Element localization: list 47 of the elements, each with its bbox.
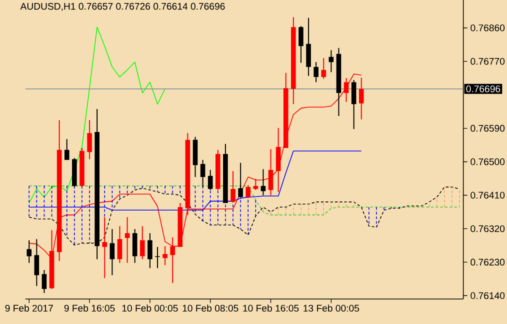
candlestick <box>268 148 274 196</box>
candlestick <box>351 79 356 130</box>
line-series <box>28 26 166 204</box>
x-tick-label: 13 Feb 00:05 <box>304 304 360 312</box>
y-tick-label: 0.76590 <box>470 124 505 132</box>
candlestick <box>42 269 47 294</box>
candlestick <box>276 127 281 192</box>
x-tick-label: 10 Feb 16:05 <box>243 304 299 312</box>
chart-title: AUDUSD,H1 0.76657 0.76726 0.76614 0.76696 <box>20 2 225 11</box>
candlestick <box>321 58 326 80</box>
y-tick-label: 0.76230 <box>470 258 505 266</box>
y-tick-label: 0.76140 <box>470 292 505 300</box>
candlestick <box>155 246 160 269</box>
candlestick <box>246 184 251 199</box>
candlestick <box>34 238 40 286</box>
x-tick-label: 9 Feb 2017 <box>5 304 53 312</box>
ref-line-label: 0.76696 <box>466 85 500 92</box>
candlestick <box>132 228 138 264</box>
x-tick-label: 9 Feb 16:05 <box>64 304 115 312</box>
candlestick <box>124 216 130 264</box>
candlestick <box>291 16 296 105</box>
candlestick <box>306 17 311 76</box>
candlestick <box>344 78 349 102</box>
candlestick <box>148 232 152 269</box>
candlestick <box>117 226 122 264</box>
candlestick <box>178 202 183 248</box>
candlestick <box>140 226 145 260</box>
candlestick <box>64 138 70 160</box>
candlestick <box>328 50 334 73</box>
x-tick-label: 10 Feb 08:05 <box>182 304 238 312</box>
candlestick <box>26 240 32 264</box>
y-tick-label: 0.76410 <box>470 192 505 199</box>
y-tick-label: 0.76860 <box>470 24 505 32</box>
candlestick <box>87 120 92 160</box>
y-tick-label: 0.76500 <box>470 158 505 166</box>
candlestick <box>260 168 266 196</box>
x-tick-label: 10 Feb 00:05 <box>122 304 178 312</box>
y-tick-label: 0.76320 <box>470 225 505 232</box>
candlestick <box>110 228 115 276</box>
candlestick <box>358 77 364 120</box>
candlestick <box>162 246 168 266</box>
candlestick <box>192 136 198 178</box>
y-tick-label: 0.76770 <box>470 58 505 65</box>
candlestick <box>253 178 258 191</box>
candlestick <box>298 26 304 64</box>
candlestick <box>314 62 318 83</box>
candlestick <box>336 47 342 117</box>
